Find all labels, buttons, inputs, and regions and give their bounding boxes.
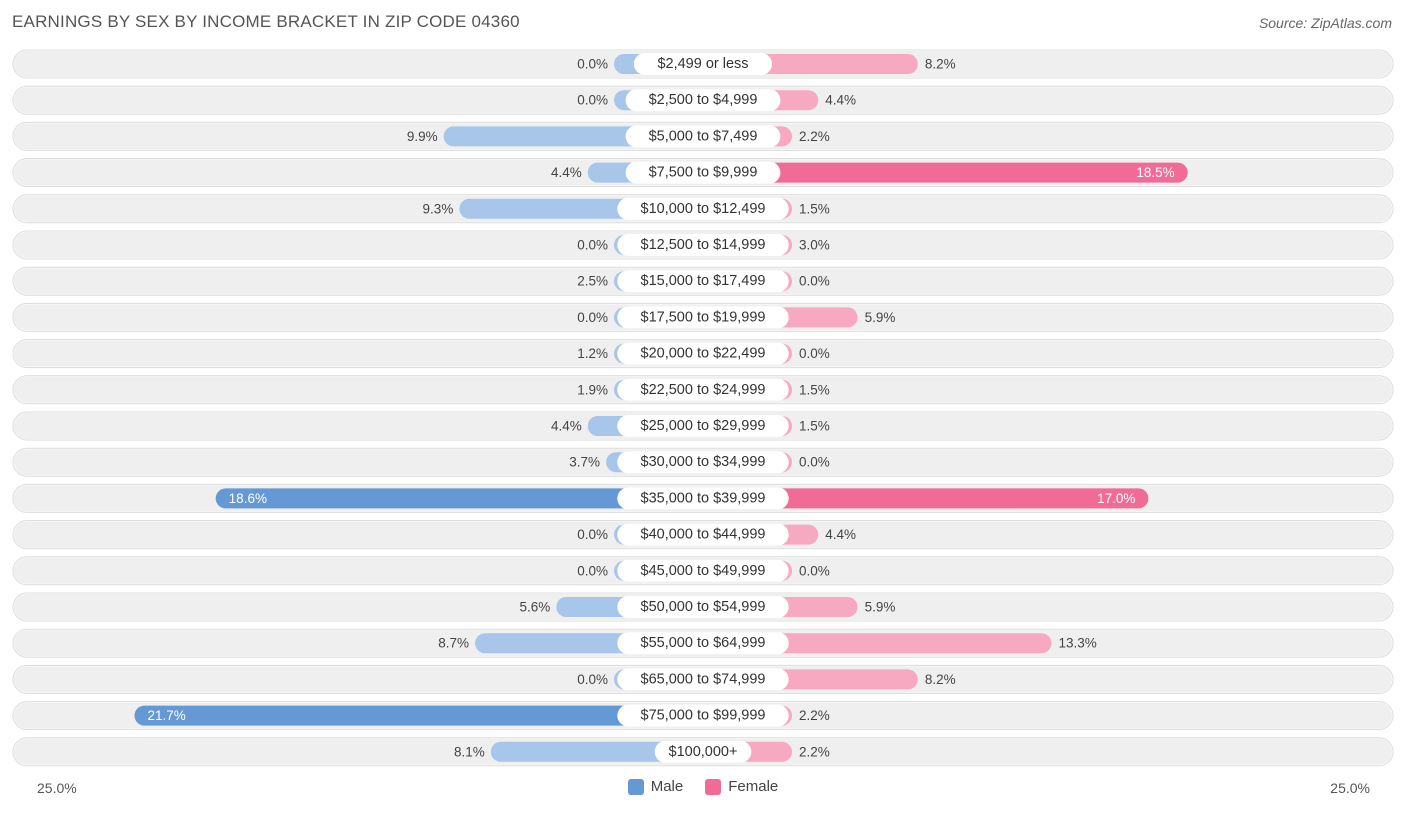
category-pill — [617, 668, 789, 691]
category-label: $10,000 to $12,499 — [641, 201, 766, 217]
category-pill — [617, 559, 789, 582]
legend-item-male: Male — [627, 778, 684, 795]
female-value-label: 1.5% — [799, 201, 830, 216]
legend-item-female: Female — [705, 778, 778, 795]
male-value-label: 2.5% — [577, 274, 608, 289]
category-label: $45,000 to $49,999 — [641, 563, 766, 579]
category-pill — [617, 306, 789, 329]
female-bar — [703, 488, 1149, 509]
legend-swatch-female — [705, 778, 722, 795]
male-value-label: 0.0% — [577, 93, 608, 108]
category-pill — [654, 740, 752, 763]
female-value-label: 2.2% — [799, 129, 830, 144]
chart-area: 0.0% 8.2% $2,499 or less 0.0% 4.4% $2,500 to … — [12, 49, 1394, 767]
female-bar — [703, 633, 1052, 654]
axis-left-label: 25.0% — [37, 780, 77, 796]
category-pill — [617, 234, 789, 256]
male-value-label: 9.3% — [423, 201, 454, 216]
female-value-label: 5.9% — [865, 600, 896, 615]
category-label: $65,000 to $74,999 — [641, 671, 766, 687]
female-value-label: 4.4% — [825, 527, 856, 542]
female-value-label: 8.2% — [925, 672, 956, 687]
female-value-label: 18.5% — [1136, 165, 1174, 180]
category-label: $75,000 to $99,999 — [641, 708, 766, 724]
axis-right-label: 25.0% — [1330, 780, 1370, 796]
source-label: Source: ZipAtlas.com — [1258, 15, 1392, 31]
category-label: $12,500 to $14,999 — [641, 237, 766, 253]
legend-swatch-male — [627, 778, 644, 795]
female-value-label: 2.2% — [799, 708, 830, 723]
category-pill — [617, 487, 789, 510]
male-value-label: 0.0% — [577, 527, 608, 542]
female-value-label: 2.2% — [799, 744, 830, 759]
category-label: $5,000 to $7,499 — [649, 128, 758, 144]
category-pill — [633, 53, 773, 75]
category-label: $40,000 to $44,999 — [641, 527, 766, 543]
male-value-label: 21.7% — [147, 708, 185, 723]
female-bar — [703, 162, 1188, 183]
female-value-label: 8.2% — [925, 57, 956, 72]
male-value-label: 0.0% — [577, 563, 608, 578]
female-value-label: 0.0% — [799, 346, 830, 361]
category-pill — [617, 378, 789, 401]
female-value-label: 1.5% — [799, 382, 830, 397]
male-value-label: 9.9% — [407, 129, 438, 144]
male-value-label: 8.1% — [454, 744, 485, 759]
female-value-label: 1.5% — [799, 419, 830, 434]
male-value-label: 5.6% — [519, 600, 550, 615]
category-pill — [617, 523, 789, 546]
category-label: $55,000 to $64,999 — [641, 635, 766, 651]
female-value-label: 13.3% — [1058, 636, 1096, 651]
male-value-label: 0.0% — [577, 672, 608, 687]
male-value-label: 0.0% — [577, 57, 608, 72]
male-value-label: 18.6% — [229, 491, 267, 506]
category-label: $2,500 to $4,999 — [649, 92, 758, 108]
male-value-label: 1.2% — [577, 346, 608, 361]
category-pill — [625, 89, 781, 112]
category-pill — [617, 704, 789, 727]
category-label: $30,000 to $34,999 — [641, 454, 766, 470]
category-pill — [617, 451, 789, 474]
chart-title: EARNINGS BY SEX BY INCOME BRACKET IN ZIP… — [12, 12, 520, 31]
category-pill — [625, 125, 781, 148]
category-label: $17,500 to $19,999 — [641, 309, 766, 325]
category-label: $100,000+ — [669, 744, 738, 760]
male-bar — [215, 488, 703, 509]
female-value-label: 5.9% — [865, 310, 896, 325]
male-value-label: 8.7% — [438, 636, 469, 651]
legend: Male Female — [0, 778, 1406, 795]
female-value-label: 0.0% — [799, 563, 830, 578]
category-pill — [617, 270, 789, 293]
category-label: $7,500 to $9,999 — [649, 165, 758, 181]
male-value-label: 0.0% — [577, 310, 608, 325]
category-label: $25,000 to $29,999 — [641, 418, 766, 434]
male-value-label: 4.4% — [551, 165, 582, 180]
male-bar — [490, 741, 703, 762]
female-value-label: 4.4% — [825, 93, 856, 108]
category-pill — [617, 342, 789, 365]
category-pill — [617, 197, 789, 220]
legend-label-female: Female — [728, 778, 779, 795]
female-value-label: 3.0% — [799, 238, 830, 253]
category-label: $20,000 to $22,499 — [641, 346, 766, 362]
category-label: $2,499 or less — [657, 56, 748, 72]
male-value-label: 0.0% — [577, 238, 608, 253]
category-label: $35,000 to $39,999 — [641, 490, 766, 506]
category-pill — [617, 596, 789, 618]
legend-label-male: Male — [650, 778, 684, 795]
female-value-label: 0.0% — [799, 274, 830, 289]
male-value-label: 1.9% — [577, 382, 608, 397]
male-bar — [134, 705, 703, 726]
category-pill — [625, 161, 781, 184]
category-label: $50,000 to $54,999 — [641, 599, 766, 615]
male-value-label: 4.4% — [551, 419, 582, 434]
female-value-label: 0.0% — [799, 455, 830, 470]
male-value-label: 3.7% — [569, 455, 600, 470]
female-value-label: 17.0% — [1097, 491, 1135, 506]
category-label: $15,000 to $17,499 — [641, 273, 766, 289]
category-pill — [617, 415, 789, 437]
category-pill — [617, 632, 789, 655]
category-label: $22,500 to $24,999 — [641, 382, 766, 398]
